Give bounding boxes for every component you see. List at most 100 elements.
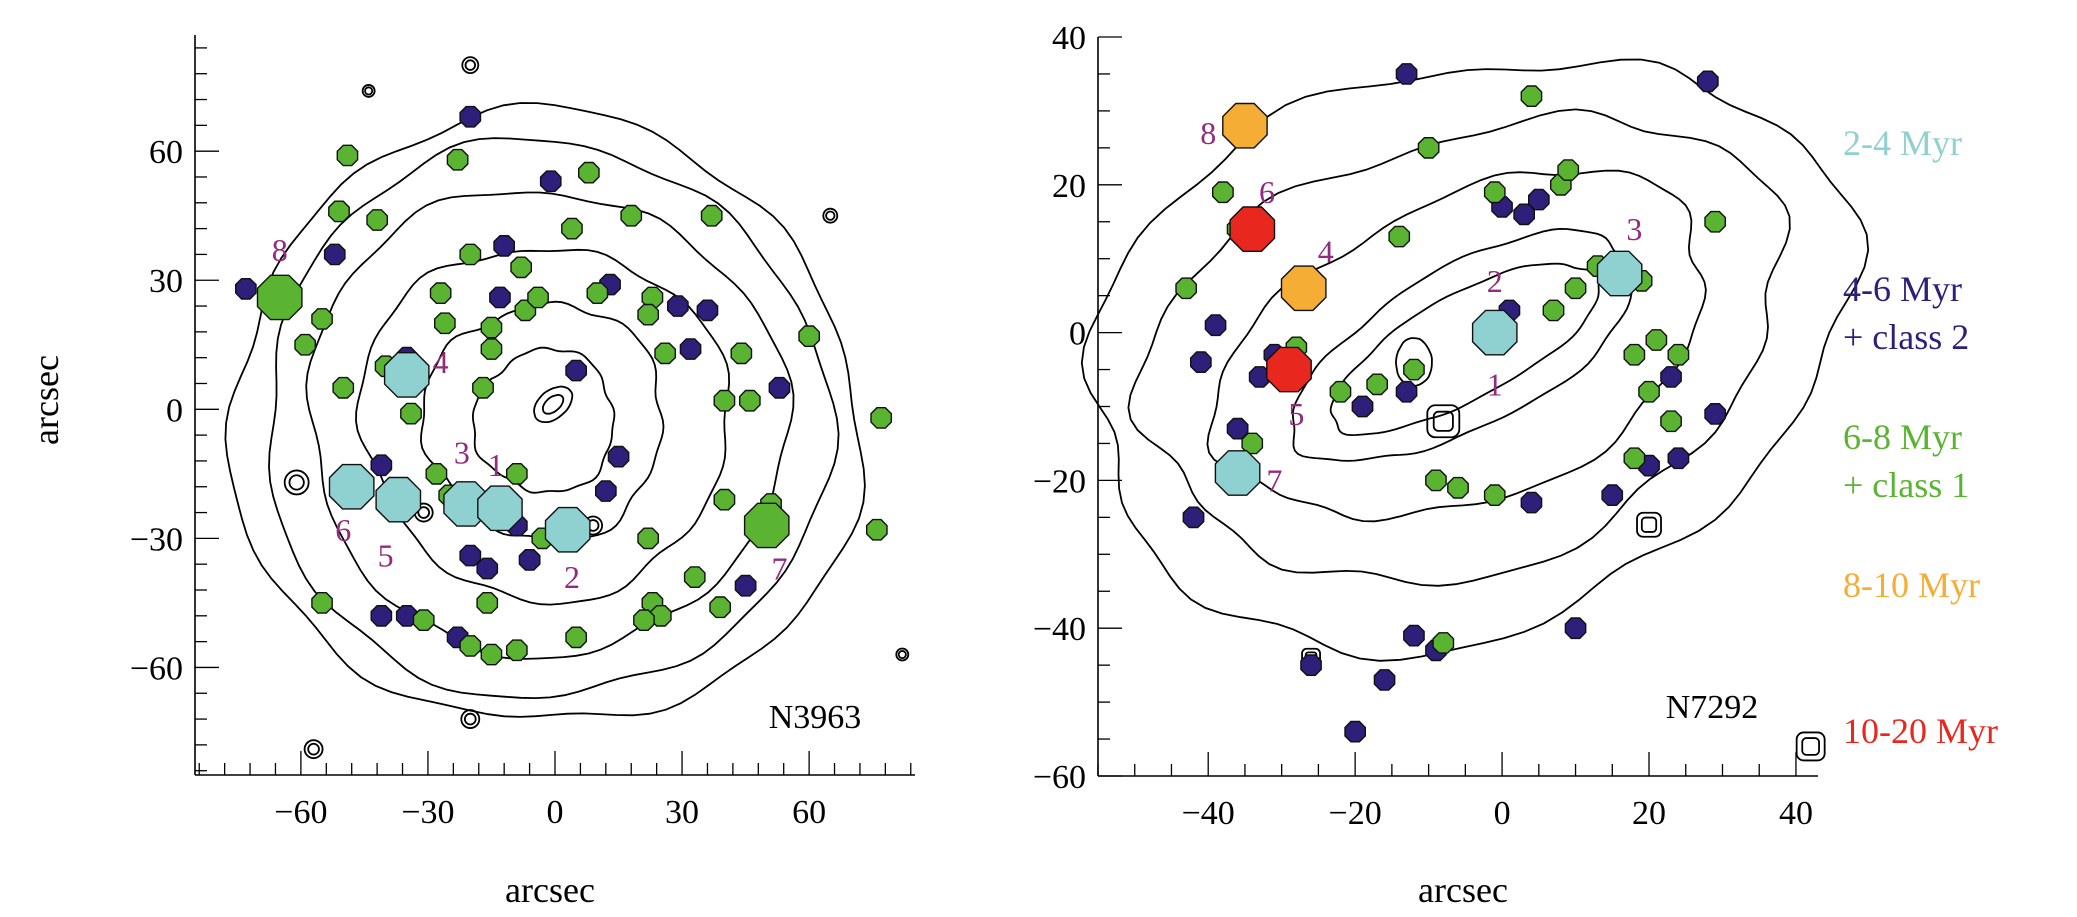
legend-entry-purple: 4-6 Myr [1843,269,1962,309]
cluster-green [700,204,723,227]
star-contour [895,647,910,662]
cluster-green [311,592,333,614]
cluster-green [1447,476,1469,499]
contour-ring [1329,262,1600,437]
cluster-green [713,389,736,412]
cluster-number-label: 8 [1200,115,1216,151]
contour-ring [471,346,616,494]
cluster-green [425,463,448,485]
isophote-contours [1080,58,1870,762]
star-contour [303,739,324,760]
star-contour [1426,404,1461,439]
cluster-purple [1226,417,1249,440]
cluster-green [1623,447,1646,470]
cluster-green [637,303,659,326]
cluster-purple [370,454,393,477]
x-tick-label: −40 [1182,795,1235,832]
cluster-purple [459,544,482,567]
star-contour [1432,410,1454,432]
cluster-number-label: 4 [1318,233,1334,269]
cluster-number-label: 6 [335,512,351,548]
star-contour [463,712,477,726]
cluster-purple [1300,654,1322,676]
cluster-green [459,635,482,657]
y-tick-label: −60 [1033,759,1086,796]
cluster-green [1520,85,1543,108]
cluster-green [328,200,350,223]
cluster-green [1417,136,1440,159]
cluster-green [1557,159,1580,181]
cluster-cyan [328,463,375,510]
cluster-green [743,502,790,549]
y-tick-label: 0 [166,392,183,429]
x-tick-label: −20 [1329,795,1382,832]
cluster-purple [459,105,482,128]
cluster-purple [234,278,257,300]
cluster-cyan [1471,309,1518,356]
cluster-number-label: 1 [1487,366,1503,402]
y-tick-label: 20 [1052,168,1086,205]
cluster-green [480,338,503,360]
cluster-green [506,463,528,485]
cluster-number-label: 4 [433,344,449,380]
cluster-green [1329,380,1352,403]
cluster-green [332,376,355,399]
cluster-purple [518,549,541,571]
cluster-green [866,518,888,541]
x-axis-label: arcsec [1418,870,1508,910]
contour-ring [305,191,795,660]
legend-entry-green: + class 1 [1843,465,1969,505]
legend-entry-red: 10-20 Myr [1843,711,1998,751]
cluster-cyan [383,352,430,398]
cluster-green [713,488,736,511]
star-contour [1795,731,1826,762]
cluster-green [256,274,303,321]
contour-core [533,385,574,423]
cluster-purple [1527,188,1550,211]
cluster-green [1623,343,1646,366]
panel-label: N3963 [769,699,862,736]
star-contour [1801,737,1820,756]
cluster-cyan [544,506,591,553]
star-contour [461,56,480,75]
x-tick-label: 20 [1632,795,1666,832]
cluster-purple [1564,617,1587,640]
cluster-purple [1601,484,1624,506]
legend-entry-purple: + class 2 [1843,317,1969,357]
cluster-purple [489,286,511,309]
cluster-green [400,402,422,425]
cluster-number-label: 8 [272,232,288,268]
cluster-green [506,639,528,662]
contour-ring [268,137,840,700]
contour-ring [1291,227,1637,462]
cluster-purple [493,234,515,257]
cluster-green [434,312,456,335]
cluster-green [294,333,316,356]
cluster-purple [679,338,702,360]
cluster-purple [768,376,791,399]
star-contour [307,742,320,756]
cluster-green [1211,181,1234,204]
star-contour [417,506,431,519]
contour-ring [224,102,866,718]
cluster-green [336,144,359,167]
y-tick-label: 30 [149,263,183,300]
cluster-number-label: 2 [1487,263,1503,299]
cluster-green [620,204,643,227]
cluster-green [480,643,503,666]
cluster-purple [323,243,346,266]
cluster-purple [1696,70,1719,93]
cluster-green [1366,373,1389,396]
star-contour [283,469,310,496]
cluster-green [637,527,659,550]
star-contour [825,210,836,221]
star-contour [460,709,481,729]
contour-ring [1206,169,1707,523]
cluster-green [1425,469,1447,492]
cluster-purple [1189,351,1212,373]
cluster-green [1667,343,1690,366]
x-tick-label: 30 [665,794,699,831]
panel-n7292: −40 −20 0 20 40 −60 −40 −20 0 20 40 arcsec 1 2 3 4 5 6 7 8 N… [1033,20,1870,910]
cluster-purple [539,170,562,193]
star-contour [288,474,305,491]
